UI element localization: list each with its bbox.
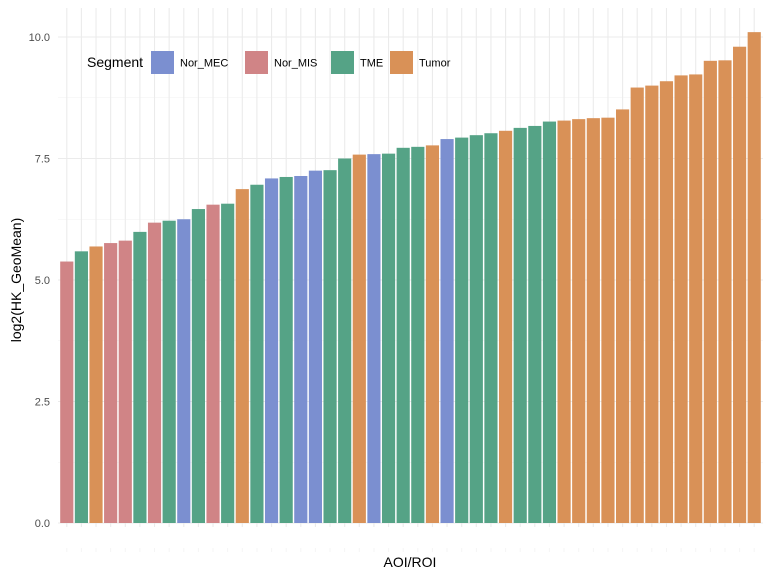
bar-tme — [513, 127, 527, 524]
bar-tme — [542, 121, 557, 524]
bar-tme — [455, 137, 469, 524]
bar-tumor — [703, 60, 717, 524]
bar-tumor — [352, 154, 366, 523]
bar-tumor — [630, 87, 644, 523]
bar-nor-mec — [440, 139, 454, 523]
bar-tme — [469, 135, 483, 523]
bar-tumor — [586, 118, 600, 524]
legend-swatch-tumor — [390, 51, 413, 74]
bar-tumor — [601, 117, 615, 524]
bar-tumor — [498, 130, 513, 523]
legend-swatch-nor-mec — [151, 51, 174, 74]
legend-swatch-nor-mis — [245, 51, 268, 74]
legend-label-tumor: Tumor — [419, 58, 451, 70]
y-tick-label: 7.5 — [35, 154, 50, 166]
bar-tme — [323, 170, 337, 523]
legend-label-tme: TME — [360, 58, 383, 70]
bar-tumor — [718, 60, 732, 523]
y-tick-label: 2.5 — [35, 397, 50, 409]
bar-nor-mis — [147, 222, 162, 524]
bar-tme — [74, 251, 88, 524]
bar-tme — [381, 153, 396, 523]
bar-tumor — [689, 74, 703, 523]
y-tick-label: 5.0 — [35, 275, 50, 287]
bar-nor-mis — [60, 261, 74, 523]
bar-tumor — [659, 81, 674, 523]
bar-tme — [338, 158, 352, 523]
bar-nor-mec — [308, 170, 323, 523]
y-axis-ticks: 0.0 2.5 5.0 7.5 10.0 — [29, 32, 50, 530]
bar-tumor — [616, 109, 630, 523]
legend-label-nor-mec: Nor_MEC — [180, 58, 228, 70]
bar-tumor — [747, 32, 761, 523]
bar-tumor — [89, 246, 103, 523]
bar-nor-mec — [264, 178, 279, 523]
bar-tme — [279, 176, 293, 523]
bars-group — [60, 32, 761, 524]
bar-tme — [221, 203, 235, 523]
bar-tme — [133, 231, 147, 524]
legend-title: Segment — [87, 54, 143, 70]
y-tick-label: 0.0 — [35, 518, 50, 530]
bar-tme — [396, 147, 410, 524]
bar-tumor — [557, 120, 571, 523]
bar-nor-mis — [206, 204, 220, 524]
bar-nor-mis — [104, 243, 118, 523]
bar-tme — [162, 220, 176, 523]
y-tick-label: 10.0 — [29, 32, 50, 44]
bar-tumor — [733, 46, 747, 523]
bar-tumor — [572, 119, 586, 523]
bar-nor-mec — [177, 219, 191, 523]
bar-nor-mec — [367, 154, 381, 523]
bar-tme — [191, 209, 205, 523]
legend: Segment Nor_MEC Nor_MIS TME Tumor — [87, 51, 451, 74]
bar-tumor — [645, 85, 659, 523]
y-axis-title: log2(HK_GeoMean) — [8, 218, 24, 343]
x-axis-title: AOI/ROI — [384, 554, 437, 570]
bar-tme — [528, 125, 542, 524]
legend-label-nor-mis: Nor_MIS — [274, 58, 317, 70]
bar-tme — [250, 184, 264, 523]
x-axis-ticks — [66, 548, 755, 552]
bar-tumor — [674, 75, 688, 524]
legend-swatch-tme — [331, 51, 354, 74]
bar-tme — [411, 146, 425, 523]
bar-tumor — [235, 189, 249, 524]
bar-tme — [484, 133, 498, 523]
bar-nor-mec — [294, 175, 308, 523]
bar-nor-mis — [118, 240, 132, 523]
bar-tumor — [425, 145, 440, 524]
